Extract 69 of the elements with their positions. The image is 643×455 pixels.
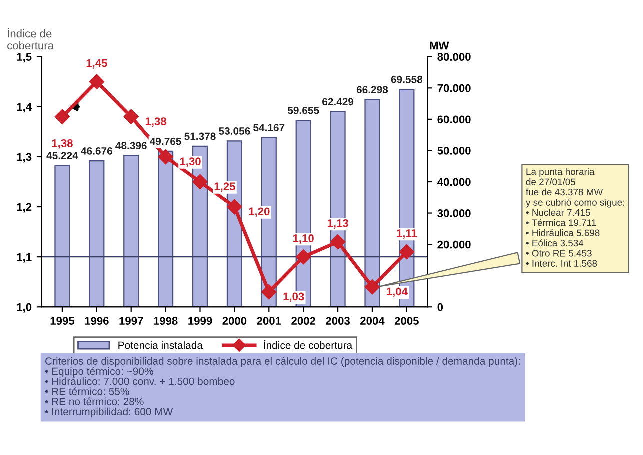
data-label: 1,13	[328, 219, 348, 229]
point	[399, 244, 414, 260]
y-tick-label: 1,1	[17, 253, 32, 263]
x-tick-label: 2000	[222, 317, 247, 326]
data-label: 1,20	[249, 208, 270, 218]
data-label: 51.378	[184, 132, 216, 140]
legend-label: Potencia instalada	[118, 342, 203, 350]
data-label: 1,38	[52, 139, 73, 149]
y2-tick-label: 80.000	[438, 53, 471, 62]
data-label: 1,45	[86, 59, 108, 69]
data-label: 54.167	[254, 124, 285, 132]
data-label: 49.765	[150, 138, 182, 146]
y2-tick-label: 20.000	[438, 240, 471, 249]
y-axis-title: Índice de cobertura	[8, 28, 54, 50]
data-label: 1,04	[387, 288, 408, 298]
point	[330, 234, 346, 250]
data-label: 1,10	[293, 234, 314, 244]
y2-tick-label: 0	[438, 303, 444, 312]
point	[192, 174, 208, 190]
bar	[124, 155, 140, 308]
y-tick-label: 1,4	[17, 103, 32, 113]
data-label: 48.396	[116, 142, 147, 150]
data-label: 1,38	[146, 118, 167, 128]
point	[262, 284, 277, 300]
data-label: 1,30	[180, 158, 201, 168]
point	[227, 199, 242, 215]
text: Criterios de disponibilidad sobre instalada para el cálculo del IC (potencia disponible / demanda punta): • Equipo térmico: ~90% • Hidráulico: 7.000 conv. + 1.500 bombeo • RE térmico: 55% • RE no térmico: 28% • Interrumpibilidad: 600 MW	[45, 357, 520, 418]
bar	[89, 160, 105, 308]
x-tick-label: 1995	[50, 317, 75, 326]
x-tick-label: 1996	[85, 317, 109, 326]
bar	[364, 99, 380, 308]
data-label: 1,25	[214, 182, 236, 192]
data-label: 45.224	[46, 152, 78, 160]
legend-label: Índice de cobertura	[264, 340, 353, 350]
x-tick-label: 2002	[292, 317, 316, 326]
x-tick-label: 1999	[188, 317, 212, 326]
point	[364, 280, 380, 295]
bar	[158, 150, 174, 308]
y-tick-label: 1,3	[17, 153, 32, 163]
y2-axis-title: MW	[430, 42, 450, 50]
data-label: 1,03	[284, 292, 304, 302]
x-tick-label: 1998	[154, 317, 178, 326]
data-label: 46.676	[81, 148, 112, 155]
point	[89, 74, 104, 90]
point	[124, 109, 139, 125]
y2-tick-label: 50.000	[438, 146, 471, 155]
data-label: 1,11	[397, 230, 418, 239]
y-tick-label: 1,5	[17, 53, 32, 63]
x-tick-label: 2004	[360, 317, 385, 326]
x-tick-label: 1997	[120, 317, 144, 326]
data-label: 69.558	[391, 76, 423, 84]
y2-tick-label: 60.000	[438, 116, 471, 124]
data-label: 66.298	[356, 86, 388, 94]
data-label: 53.056	[219, 128, 250, 135]
y2-tick-label: 40.000	[437, 178, 471, 186]
x-tick-label: 2001	[257, 317, 282, 326]
bar	[54, 165, 70, 308]
x-tick-label: 2005	[394, 317, 419, 326]
y-tick-label: 1,0	[17, 303, 32, 313]
data-label: 62.429	[322, 98, 354, 106]
text: La punta horaria de 27/01/05 fue de 43.378 MW y se cubrió como sigue: • Nuclear 7.415 • Térmica 19.711 • Hidráulica 5.698 • Eólica 3.534 • Otro RE 5.453 • Interc. Int 1.568	[526, 168, 624, 267]
y-tick-label: 1,2	[17, 203, 32, 213]
point	[54, 109, 70, 125]
point	[158, 149, 174, 165]
point	[296, 250, 312, 265]
data-label: 59.655	[288, 106, 320, 114]
x-tick-label: 2003	[326, 317, 350, 326]
y2-tick-label: 70.000	[438, 84, 471, 92]
y2-tick-label: 30.000	[438, 210, 471, 218]
